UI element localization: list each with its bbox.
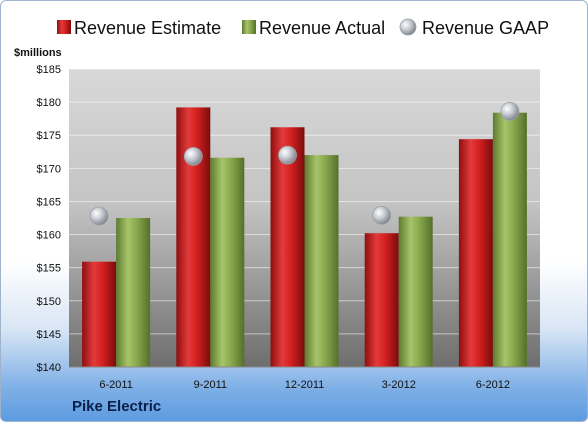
x-axis-ticks: 6-2011 9-2011 12-2011 3-2012 6-2012 — [99, 379, 510, 391]
y-tick-label: $170 — [37, 163, 61, 175]
y-tick-label: $165 — [37, 196, 61, 208]
legend-label-gaap: Revenue GAAP — [422, 18, 549, 38]
company-name: Pike Electric — [72, 398, 162, 415]
bar-revenue-actual — [492, 112, 527, 367]
legend-swatch-estimate — [57, 20, 71, 34]
x-tick-label: 3-2012 — [382, 379, 416, 391]
marker-revenue-gaap — [372, 205, 392, 225]
bars — [82, 107, 527, 368]
marker-revenue-gaap — [183, 147, 203, 166]
bar-revenue-actual — [116, 218, 151, 367]
y-tick-label: $155 — [37, 263, 61, 275]
x-tick-label: 12-2011 — [285, 379, 325, 391]
y-axis-ticks: $140 $145 $150 $155 $160 $165 $170 $175 $180 $185 — [37, 64, 61, 374]
legend: Revenue Estimate Revenue Actual Revenue … — [57, 18, 549, 38]
bar-revenue-estimate — [458, 139, 493, 367]
legend-marker-gaap — [399, 18, 417, 36]
y-tick-label: $175 — [37, 130, 61, 142]
gaap-markers — [89, 101, 520, 226]
y-tick-label: $150 — [37, 296, 61, 308]
bar-revenue-actual — [210, 157, 245, 367]
y-tick-label: $145 — [37, 329, 61, 341]
bar-revenue-estimate — [270, 127, 305, 367]
marker-revenue-gaap — [89, 206, 109, 226]
marker-revenue-gaap — [278, 145, 297, 165]
bar-revenue-actual — [398, 216, 433, 367]
bar-revenue-estimate — [176, 107, 211, 368]
bar-revenue-estimate — [82, 261, 117, 367]
x-tick-label: 6-2011 — [99, 379, 132, 391]
legend-label-actual: Revenue Actual — [259, 18, 385, 38]
y-tick-label: $140 — [37, 362, 61, 374]
x-tick-label: 6-2012 — [476, 379, 510, 391]
y-tick-label: $160 — [37, 230, 61, 242]
y-axis-unit-label: $millions — [14, 47, 62, 59]
bar-revenue-estimate — [364, 233, 399, 367]
bar-revenue-actual — [304, 155, 339, 367]
legend-label-estimate: Revenue Estimate — [74, 18, 221, 38]
y-tick-label: $180 — [37, 97, 61, 109]
legend-swatch-actual — [242, 20, 256, 34]
x-tick-label: 9-2011 — [194, 379, 227, 391]
marker-revenue-gaap — [500, 101, 520, 121]
y-tick-label: $185 — [37, 64, 61, 76]
